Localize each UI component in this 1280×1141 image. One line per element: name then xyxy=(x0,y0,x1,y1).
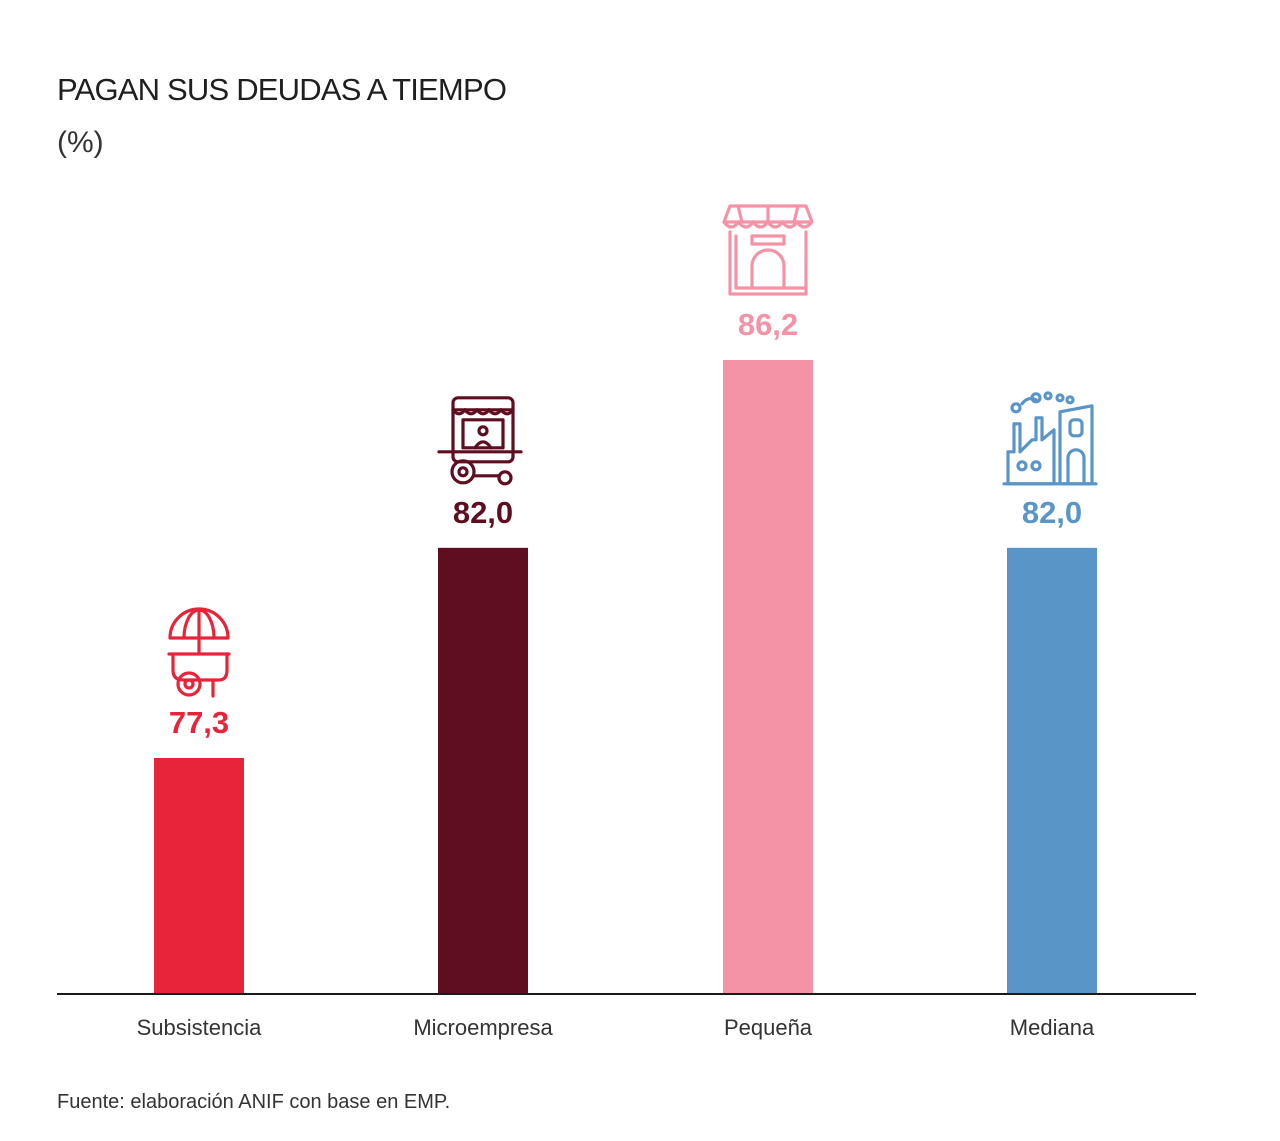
category-label: Subsistencia xyxy=(137,1015,263,1040)
food-truck-icon xyxy=(437,396,523,486)
value-label: 82,0 xyxy=(1022,495,1082,530)
street-cart-umbrella-icon xyxy=(167,607,231,698)
value-label: 77,3 xyxy=(169,705,229,740)
factory-icon xyxy=(1002,391,1098,486)
bar-mediana xyxy=(1007,547,1097,994)
chart-title: PAGAN SUS DEUDAS A TIEMPO xyxy=(57,72,507,107)
source-note: Fuente: elaboración ANIF con base en EMP… xyxy=(57,1091,451,1113)
bar-subsistencia xyxy=(154,758,244,994)
storefront-icon xyxy=(722,204,814,296)
category-label: Microempresa xyxy=(413,1015,553,1040)
value-label: 86,2 xyxy=(738,307,798,342)
category-label: Mediana xyxy=(1010,1015,1095,1040)
value-label: 82,0 xyxy=(453,495,513,530)
bar-pequeña xyxy=(723,360,813,994)
bar-microempresa xyxy=(438,547,528,994)
chart-subtitle: (%) xyxy=(57,126,104,159)
category-label: Pequeña xyxy=(724,1015,813,1040)
